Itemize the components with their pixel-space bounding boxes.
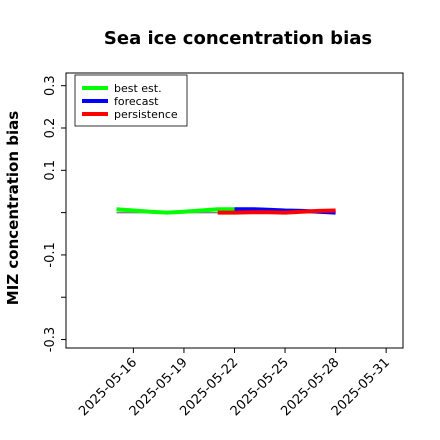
- series-layer: [116, 207, 336, 215]
- legend: best est. forecast persistence: [74, 74, 188, 127]
- y-tick-label: 0.3: [43, 75, 58, 96]
- legend-label-best-est: best est.: [114, 82, 162, 95]
- legend-label-persistence: persistence: [114, 108, 178, 121]
- series-line-persistence: [217, 208, 336, 215]
- y-axis-label: MIZ concentration bias: [4, 111, 22, 305]
- chart-title: Sea ice concentration bias: [104, 28, 372, 49]
- y-tick-label: 0.1: [43, 160, 58, 181]
- legend-box: [74, 74, 188, 127]
- y-tick-label: 0.2: [43, 118, 58, 139]
- y-tick-label: -0.1: [43, 242, 58, 267]
- y-axis: 0.3 0.2 0.1 -0.1 -0.3: [43, 75, 66, 352]
- legend-label-forecast: forecast: [114, 95, 159, 108]
- x-axis: 2025-05-162025-05-192025-05-222025-05-25…: [76, 348, 393, 419]
- y-tick-label: -0.3: [43, 327, 58, 352]
- series-line-best-est: [116, 207, 235, 215]
